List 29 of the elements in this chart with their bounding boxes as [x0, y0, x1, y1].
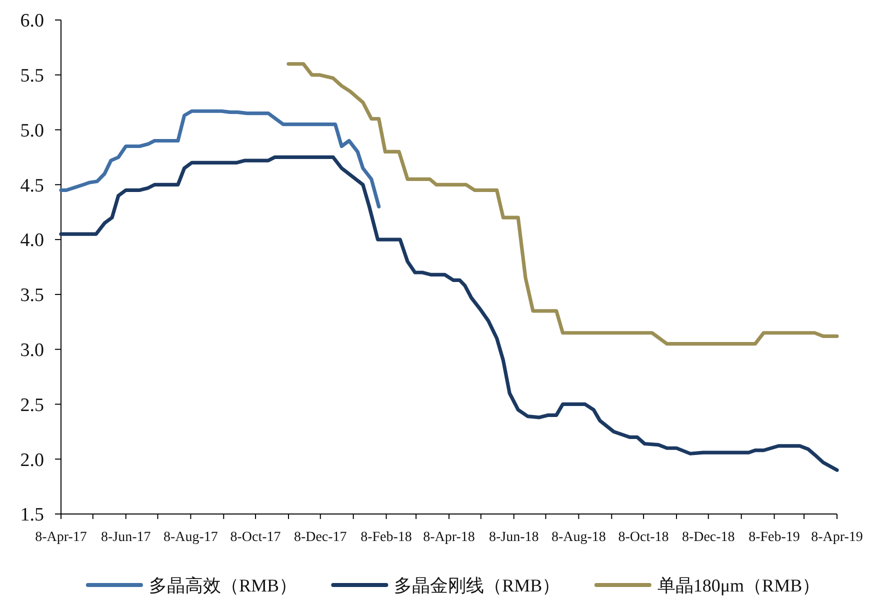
- y-tick-label: 2.0: [20, 450, 44, 471]
- x-tick-label: 8-Apr-18: [423, 530, 475, 545]
- x-tick-label: 8-Apr-19: [811, 530, 863, 545]
- line-series: [286, 62, 839, 346]
- y-tick-label: 1.5: [20, 504, 44, 526]
- x-tick-label: 8-Feb-18: [360, 530, 412, 545]
- y-tick-label: 6.0: [20, 10, 44, 32]
- x-tick-label: 8-Dec-18: [682, 530, 735, 545]
- x-tick-label: 8-Apr-17: [35, 530, 87, 545]
- x-tick-label: 8-Oct-17: [230, 530, 281, 545]
- x-tick-label: 8-Jun-18: [488, 530, 539, 545]
- line-series: [59, 109, 381, 208]
- legend-label: 多晶高效（RMB）: [148, 575, 297, 596]
- legend-label: 多晶金刚线（RMB）: [394, 575, 560, 596]
- y-tick-label: 4.5: [20, 175, 44, 196]
- x-tick-label: 8-Oct-18: [618, 530, 669, 545]
- line-series: [59, 155, 839, 472]
- y-tick-label: 4.0: [20, 230, 44, 252]
- y-tick-label: 2.5: [20, 394, 44, 416]
- x-tick-label: 8-Aug-17: [163, 530, 218, 545]
- x-tick-label: 8-Jun-17: [100, 530, 151, 545]
- y-tick-label: 5.5: [20, 66, 44, 87]
- legend-label: 单晶180μm（RMB）: [657, 575, 820, 596]
- y-tick-label: 3.0: [20, 340, 44, 361]
- x-tick-label: 8-Dec-17: [294, 530, 347, 545]
- y-tick-label: 3.5: [20, 285, 44, 306]
- x-tick-label: 8-Feb-19: [748, 530, 800, 545]
- x-tick-label: 8-Aug-18: [551, 530, 606, 545]
- y-tick-label: 5.0: [20, 120, 44, 142]
